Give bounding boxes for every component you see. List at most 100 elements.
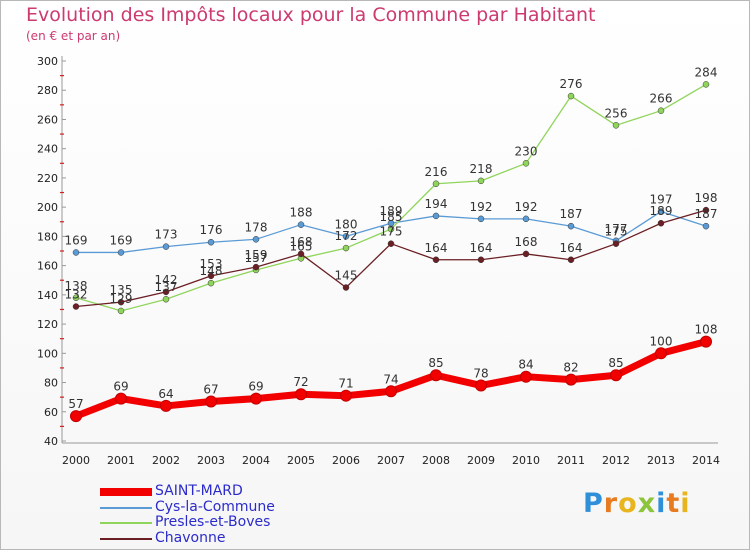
y-tick-label: 140: [37, 289, 58, 302]
data-label: 187: [695, 207, 718, 221]
data-label: 177: [605, 222, 628, 236]
legend-swatch-chavonne: [100, 537, 152, 540]
data-label: 276: [560, 77, 583, 91]
data-label: 169: [110, 233, 133, 247]
data-label: 71: [338, 377, 353, 391]
data-label: 148: [200, 264, 223, 278]
data-label: 85: [608, 356, 623, 370]
y-tick-label: 200: [37, 201, 58, 214]
logo-letter: i: [656, 488, 667, 519]
data-point: [567, 222, 575, 230]
legend-label-cys-la-commune: Cys-la-Commune: [155, 498, 275, 515]
data-point: [117, 307, 125, 315]
logo-letter: x: [637, 488, 657, 519]
data-point: [117, 249, 125, 256]
x-tick-label: 2005: [287, 454, 315, 467]
logo-letter: i: [680, 488, 691, 519]
data-point: [72, 249, 80, 256]
legend-swatch-cys-la-commune: [100, 506, 152, 509]
data-point: [342, 233, 350, 240]
legend-label-chavonne: Chavonne: [155, 529, 226, 546]
data-point: [522, 160, 530, 167]
data-point: [520, 370, 532, 383]
data-label: 74: [383, 372, 398, 386]
x-tick-label: 2007: [377, 454, 405, 467]
x-tick-label: 2004: [242, 454, 270, 467]
data-point: [700, 335, 712, 348]
data-point: [295, 388, 307, 401]
data-point: [72, 294, 80, 302]
data-label: 284: [695, 65, 718, 79]
data-point: [432, 256, 440, 264]
data-label: 197: [650, 193, 673, 207]
data-point: [117, 298, 125, 306]
data-label: 192: [470, 200, 493, 214]
data-label: 100: [650, 334, 673, 348]
data-label: 137: [155, 280, 178, 294]
logo-letter: o: [618, 488, 638, 519]
data-label: 168: [290, 235, 313, 249]
data-point: [162, 288, 170, 296]
data-point: [657, 208, 665, 215]
data-point: [477, 177, 485, 185]
data-label: 78: [473, 366, 488, 380]
data-point: [432, 212, 440, 220]
data-label: 185: [380, 210, 403, 224]
data-label: 188: [290, 206, 313, 220]
x-tick-label: 2002: [152, 454, 180, 467]
data-label: 198: [695, 191, 718, 205]
y-tick-label: 240: [37, 143, 58, 156]
data-label: 164: [470, 241, 493, 255]
data-label: 132: [65, 288, 88, 302]
data-label: 157: [245, 251, 268, 265]
data-label: 178: [245, 220, 268, 234]
data-point: [387, 240, 395, 247]
data-point: [522, 250, 530, 258]
data-point: [702, 81, 710, 88]
axes: 40 60 80 100 120 140 160 180 200 220 240 260 280 300 2…: [37, 55, 720, 467]
data-point: [612, 122, 620, 129]
data-label: 192: [515, 200, 538, 214]
x-tick-label: 2000: [62, 454, 90, 467]
legend-swatch-presles-et-boves: [100, 522, 152, 524]
legend-swatch-saint-mard: [100, 488, 152, 496]
y-tick-label: 100: [37, 347, 58, 360]
x-tick-label: 2009: [467, 454, 495, 467]
data-point: [385, 385, 397, 398]
data-point: [567, 92, 575, 100]
data-point: [565, 373, 577, 386]
x-tick-label: 2006: [332, 454, 360, 467]
data-point: [252, 236, 260, 243]
data-label: 164: [560, 241, 583, 255]
data-point: [250, 392, 262, 405]
data-label: 194: [425, 197, 448, 211]
proxiti-logo: Proxiti: [583, 488, 691, 519]
data-point: [477, 215, 485, 223]
x-tick-label: 2012: [602, 454, 630, 467]
data-point: [252, 263, 260, 271]
logo-letter: t: [666, 488, 681, 519]
data-label: 69: [248, 380, 263, 394]
data-label: 180: [335, 217, 358, 231]
data-label: 218: [470, 162, 493, 176]
data-point: [205, 395, 217, 408]
data-label: 230: [515, 144, 538, 158]
chart-subtitle: (en € et par an): [26, 29, 121, 43]
x-tick-label: 2008: [422, 454, 450, 467]
x-tick-label: 2010: [512, 454, 540, 467]
data-point: [612, 240, 620, 247]
data-label: 176: [200, 223, 223, 237]
y-tick-label: 220: [37, 172, 58, 185]
data-label: 64: [158, 387, 173, 401]
data-point: [207, 238, 215, 246]
data-point: [340, 389, 352, 402]
y-tick-label: 160: [37, 260, 58, 273]
data-point: [567, 256, 575, 264]
logo-letter: P: [583, 488, 604, 519]
data-label: 72: [293, 375, 308, 389]
legend-label-saint-mard: SAINT-MARD: [155, 483, 243, 499]
data-point: [162, 295, 170, 303]
data-label: 69: [113, 380, 128, 394]
data-point: [162, 243, 170, 250]
